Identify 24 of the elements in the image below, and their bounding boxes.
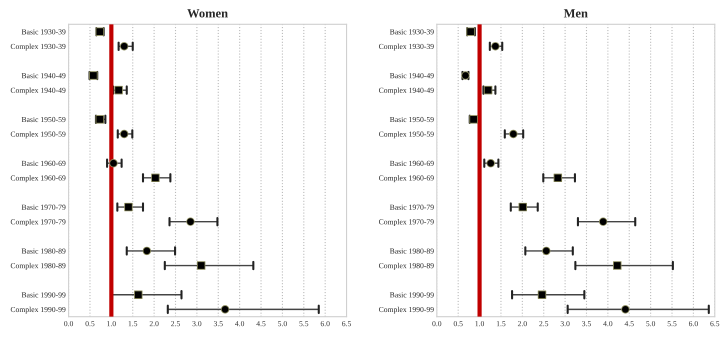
point <box>124 202 133 212</box>
point <box>486 158 495 168</box>
point <box>598 217 608 226</box>
point <box>120 130 128 138</box>
point <box>151 174 160 182</box>
point <box>621 305 630 314</box>
point <box>509 130 518 138</box>
point <box>109 158 118 168</box>
point <box>613 261 622 270</box>
chart-title: Women <box>187 9 228 18</box>
point <box>542 246 551 256</box>
point <box>120 42 128 51</box>
point <box>220 305 230 314</box>
point <box>142 246 152 256</box>
point <box>186 217 195 226</box>
point <box>114 86 123 94</box>
point <box>196 261 206 270</box>
point <box>518 202 527 212</box>
point <box>491 42 500 51</box>
chart-title: Men <box>564 9 588 18</box>
point <box>554 174 562 182</box>
point <box>484 86 492 94</box>
point <box>134 290 143 299</box>
point <box>538 290 546 299</box>
